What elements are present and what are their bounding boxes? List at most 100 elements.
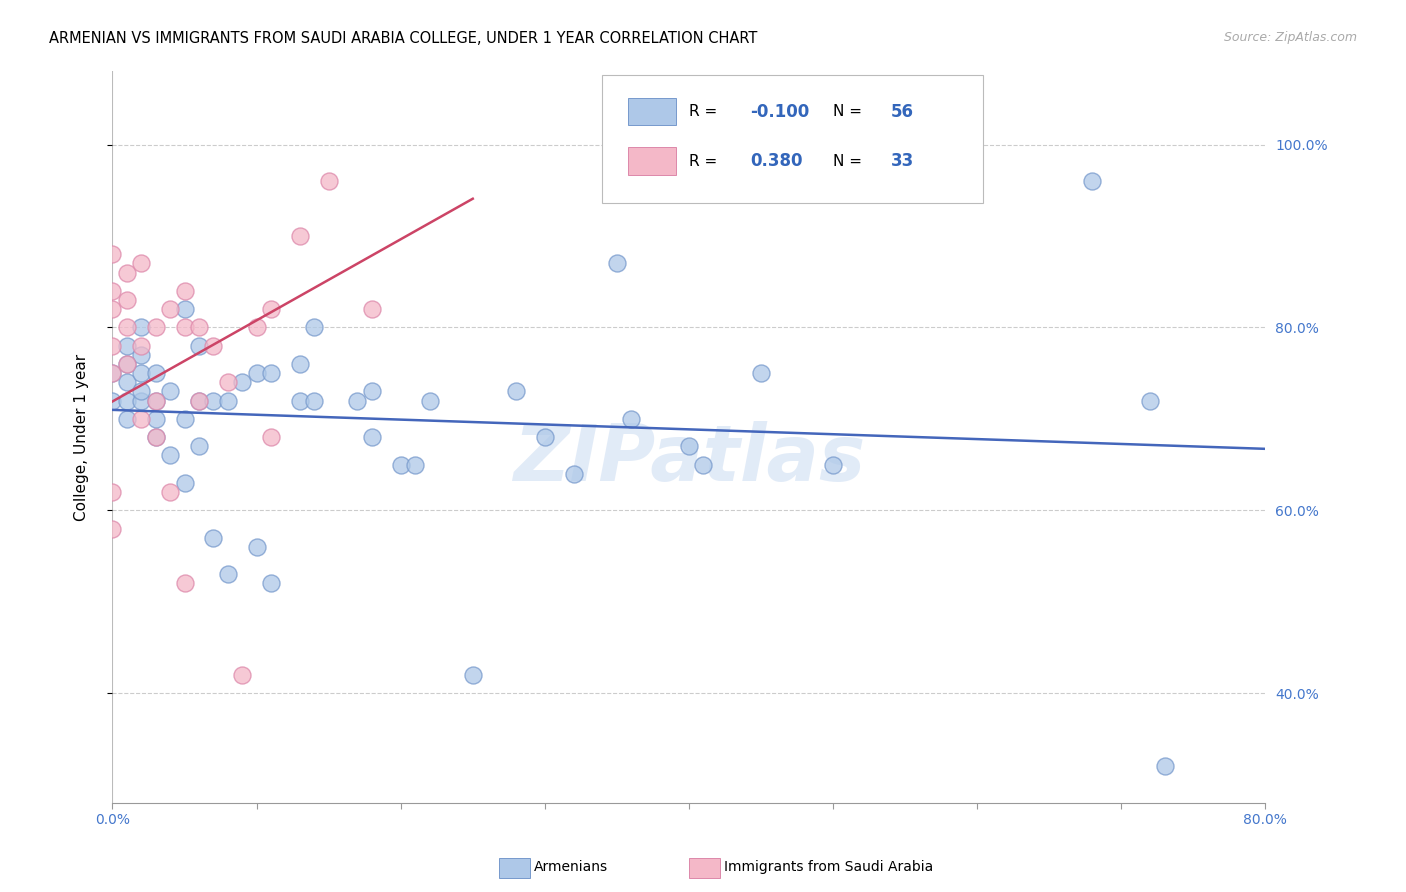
- Point: [188, 320, 211, 334]
- Point: [288, 393, 311, 408]
- Point: [101, 485, 124, 500]
- Text: 33: 33: [891, 153, 914, 170]
- Point: [145, 393, 167, 408]
- Point: [202, 338, 225, 352]
- FancyBboxPatch shape: [628, 147, 676, 175]
- Point: [231, 667, 253, 681]
- Point: [101, 393, 124, 408]
- Point: [304, 320, 326, 334]
- Point: [202, 393, 225, 408]
- Point: [246, 366, 269, 380]
- Point: [1081, 174, 1104, 188]
- Point: [461, 667, 484, 681]
- Point: [173, 301, 195, 317]
- Text: ARMENIAN VS IMMIGRANTS FROM SAUDI ARABIA COLLEGE, UNDER 1 YEAR CORRELATION CHART: ARMENIAN VS IMMIGRANTS FROM SAUDI ARABIA…: [49, 31, 758, 46]
- Point: [821, 458, 844, 472]
- Point: [346, 393, 368, 408]
- Point: [129, 384, 153, 399]
- Point: [159, 384, 181, 399]
- Point: [101, 247, 124, 261]
- Point: [188, 393, 211, 408]
- Text: 0.380: 0.380: [749, 153, 803, 170]
- Point: [101, 521, 124, 535]
- Point: [260, 366, 283, 380]
- Point: [260, 576, 283, 591]
- Point: [115, 320, 138, 334]
- Point: [115, 266, 138, 280]
- FancyBboxPatch shape: [603, 75, 983, 203]
- Point: [318, 174, 340, 188]
- Point: [115, 412, 138, 426]
- Point: [288, 357, 311, 371]
- Point: [1153, 759, 1175, 773]
- Point: [115, 376, 138, 390]
- Point: [115, 338, 138, 352]
- Point: [129, 393, 153, 408]
- Point: [692, 458, 714, 472]
- Point: [231, 376, 253, 390]
- Point: [115, 357, 138, 371]
- Text: N =: N =: [832, 153, 868, 169]
- Text: Armenians: Armenians: [534, 860, 609, 874]
- Point: [188, 439, 211, 453]
- Point: [749, 366, 772, 380]
- Point: [145, 393, 167, 408]
- Point: [173, 412, 195, 426]
- Point: [620, 412, 643, 426]
- Point: [173, 320, 195, 334]
- Point: [129, 412, 153, 426]
- Point: [145, 412, 167, 426]
- Point: [173, 284, 195, 298]
- Point: [188, 393, 211, 408]
- Point: [145, 430, 167, 444]
- Point: [129, 338, 153, 352]
- Point: [217, 567, 239, 582]
- Point: [101, 366, 124, 380]
- Point: [419, 393, 441, 408]
- Y-axis label: College, Under 1 year: College, Under 1 year: [75, 353, 89, 521]
- Point: [173, 576, 195, 591]
- Point: [562, 467, 585, 481]
- Point: [360, 301, 382, 317]
- Point: [129, 320, 153, 334]
- Point: [129, 366, 153, 380]
- Point: [288, 228, 311, 243]
- Point: [145, 430, 167, 444]
- Point: [159, 448, 181, 462]
- Point: [389, 458, 412, 472]
- Point: [404, 458, 426, 472]
- Point: [1139, 393, 1161, 408]
- Text: Immigrants from Saudi Arabia: Immigrants from Saudi Arabia: [724, 860, 934, 874]
- Text: -0.100: -0.100: [749, 103, 810, 120]
- Point: [304, 393, 326, 408]
- Point: [202, 531, 225, 545]
- Point: [260, 301, 283, 317]
- Point: [115, 393, 138, 408]
- Point: [360, 384, 382, 399]
- Text: ZIPatlas: ZIPatlas: [513, 421, 865, 497]
- Point: [101, 338, 124, 352]
- Text: R =: R =: [689, 104, 723, 120]
- Point: [246, 540, 269, 554]
- Point: [360, 430, 382, 444]
- Point: [145, 320, 167, 334]
- Point: [129, 256, 153, 270]
- Point: [159, 485, 181, 500]
- Point: [159, 301, 181, 317]
- Point: [173, 475, 195, 490]
- Point: [101, 284, 124, 298]
- FancyBboxPatch shape: [628, 98, 676, 126]
- Point: [101, 366, 124, 380]
- Point: [606, 256, 628, 270]
- Point: [505, 384, 527, 399]
- Point: [246, 320, 269, 334]
- Text: Source: ZipAtlas.com: Source: ZipAtlas.com: [1223, 31, 1357, 45]
- Text: N =: N =: [832, 104, 868, 120]
- Point: [101, 301, 124, 317]
- Point: [188, 338, 211, 352]
- Point: [534, 430, 557, 444]
- Point: [115, 293, 138, 307]
- Text: 56: 56: [891, 103, 914, 120]
- Point: [217, 393, 239, 408]
- Point: [678, 439, 700, 453]
